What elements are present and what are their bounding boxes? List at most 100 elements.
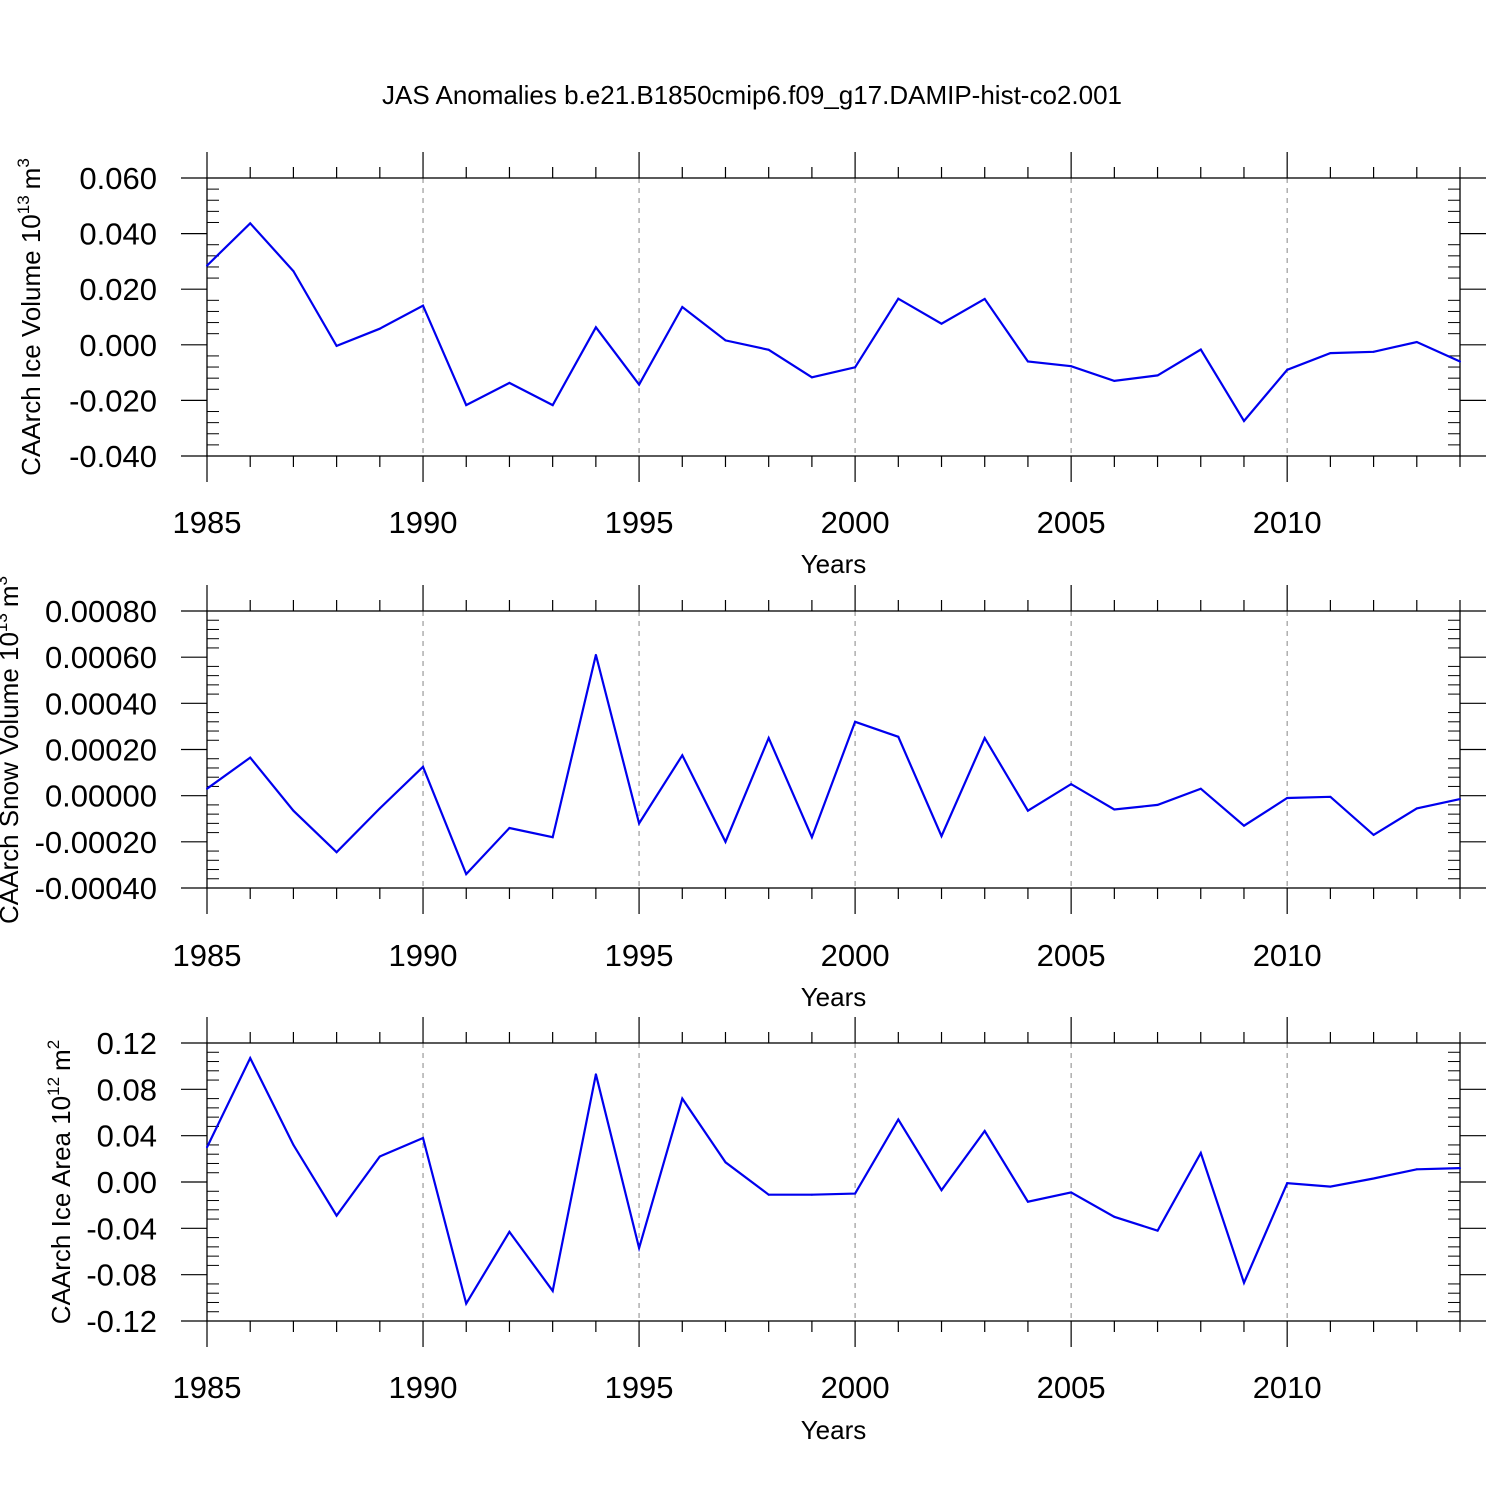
- x-tick-label: 2005: [1037, 1370, 1106, 1405]
- data-point: [1372, 1177, 1375, 1180]
- data-point: [594, 326, 597, 329]
- data-point: [422, 1136, 425, 1139]
- y-tick-label: -0.040: [69, 439, 157, 474]
- data-point: [249, 222, 252, 225]
- panels: 1985 1990 1995 2000 2005 2010 Years 0.060 0.040 0…: [0, 152, 1486, 1445]
- data-point: [1199, 348, 1202, 351]
- data-point: [465, 873, 468, 876]
- data-point: [940, 835, 943, 838]
- data-point: [810, 376, 813, 379]
- data-point: [724, 339, 727, 342]
- data-point: [1156, 803, 1159, 806]
- y-tick-label: -0.12: [86, 1304, 157, 1339]
- x-axis-title: Years: [801, 549, 867, 579]
- data-point: [810, 1193, 813, 1196]
- data-point: [378, 807, 381, 810]
- data-point: [854, 366, 857, 369]
- data-point: [422, 304, 425, 307]
- y-tick-label: 0.00: [97, 1165, 157, 1200]
- data-point: [940, 1189, 943, 1192]
- data-point: [854, 1192, 857, 1195]
- x-tick-label: 1995: [605, 938, 674, 973]
- data-point: [767, 348, 770, 351]
- y-axis-title-text: CAArch Snow Volume 10: [0, 632, 24, 924]
- data-point: [897, 735, 900, 738]
- data-point: [378, 327, 381, 330]
- x-tick-label: 2000: [821, 1370, 890, 1405]
- data-point: [1026, 360, 1029, 363]
- x-tick-label: 1995: [605, 1370, 674, 1405]
- panel-3: 1985 1990 1995 2000 2005 2010 Years 0.12 0.08 0.0…: [44, 1017, 1486, 1445]
- data-point: [1286, 796, 1289, 799]
- data-point: [249, 756, 252, 759]
- y-tick-label: 0.060: [79, 161, 157, 196]
- y-tick-label: 0.00080: [45, 594, 157, 629]
- data-point: [551, 836, 554, 839]
- data-point: [249, 1057, 252, 1060]
- data-point: [422, 765, 425, 768]
- y-axis-title: CAArch Ice Volume 1013 m3: [14, 158, 46, 476]
- data-point: [724, 1161, 727, 1164]
- y-axis-title-text: CAArch Ice Area 10: [46, 1096, 76, 1324]
- data-point: [1026, 1200, 1029, 1203]
- y-tick-label: 0.00060: [45, 640, 157, 675]
- y-axis-title-unit: m: [0, 585, 24, 607]
- x-tick-label: 2010: [1253, 938, 1322, 973]
- y-axis-title-unit-exponent: 3: [0, 576, 11, 585]
- data-point: [1286, 368, 1289, 371]
- data-point: [1156, 1229, 1159, 1232]
- data-point: [508, 381, 511, 384]
- y-tick-label: 0.020: [79, 272, 157, 307]
- data-point: [940, 322, 943, 325]
- data-point: [551, 404, 554, 407]
- y-axis-title-unit-exponent: 3: [14, 158, 33, 167]
- data-point: [206, 787, 208, 790]
- x-tick-label: 2010: [1253, 505, 1322, 540]
- data-point: [767, 736, 770, 739]
- x-tick-label: 1990: [389, 1370, 458, 1405]
- data-point: [681, 305, 684, 308]
- data-point: [206, 1146, 208, 1149]
- data-point: [292, 1143, 295, 1146]
- plot-frame: [206, 1042, 1461, 1322]
- data-point: [465, 1302, 468, 1305]
- data-point: [594, 653, 597, 656]
- panel-1: 1985 1990 1995 2000 2005 2010 Years 0.060 0.040 0…: [14, 152, 1486, 579]
- data-point: [292, 270, 295, 273]
- y-tick-label: -0.020: [69, 383, 157, 418]
- data-point: [1113, 1215, 1116, 1218]
- y-axis-title: CAArch Ice Area 1012 m2: [44, 1040, 76, 1324]
- data-point: [810, 836, 813, 839]
- y-axis-title-text: CAArch Ice Volume 10: [16, 214, 46, 476]
- x-tick-label: 1985: [173, 1370, 242, 1405]
- data-point: [1329, 1185, 1332, 1188]
- data-point: [1242, 1281, 1245, 1284]
- data-point: [1070, 1191, 1073, 1194]
- data-point: [335, 1214, 338, 1217]
- plot-frame: [206, 177, 1461, 457]
- data-point: [206, 264, 208, 267]
- y-axis-title-unit-exponent: 2: [44, 1040, 63, 1049]
- x-tick-label: 1985: [173, 938, 242, 973]
- y-axis-title-exponent: 13: [14, 195, 33, 214]
- data-point: [1286, 1182, 1289, 1185]
- data-point: [335, 344, 338, 347]
- x-axis-title: Years: [801, 1415, 867, 1445]
- data-point: [1459, 360, 1461, 363]
- data-point: [1242, 824, 1245, 827]
- x-tick-label: 1990: [389, 505, 458, 540]
- data-point: [1156, 374, 1159, 377]
- series-line: [206, 1055, 1461, 1307]
- series-line: [206, 221, 1461, 423]
- data-point: [1329, 795, 1332, 798]
- data-point: [378, 1155, 381, 1158]
- plot-frame: [206, 610, 1461, 889]
- data-point: [681, 754, 684, 757]
- data-point: [767, 1193, 770, 1196]
- data-point: [1372, 350, 1375, 353]
- data-point: [724, 840, 727, 843]
- data-point: [1329, 352, 1332, 355]
- y-tick-label: 0.00020: [45, 733, 157, 768]
- data-point: [594, 1073, 597, 1076]
